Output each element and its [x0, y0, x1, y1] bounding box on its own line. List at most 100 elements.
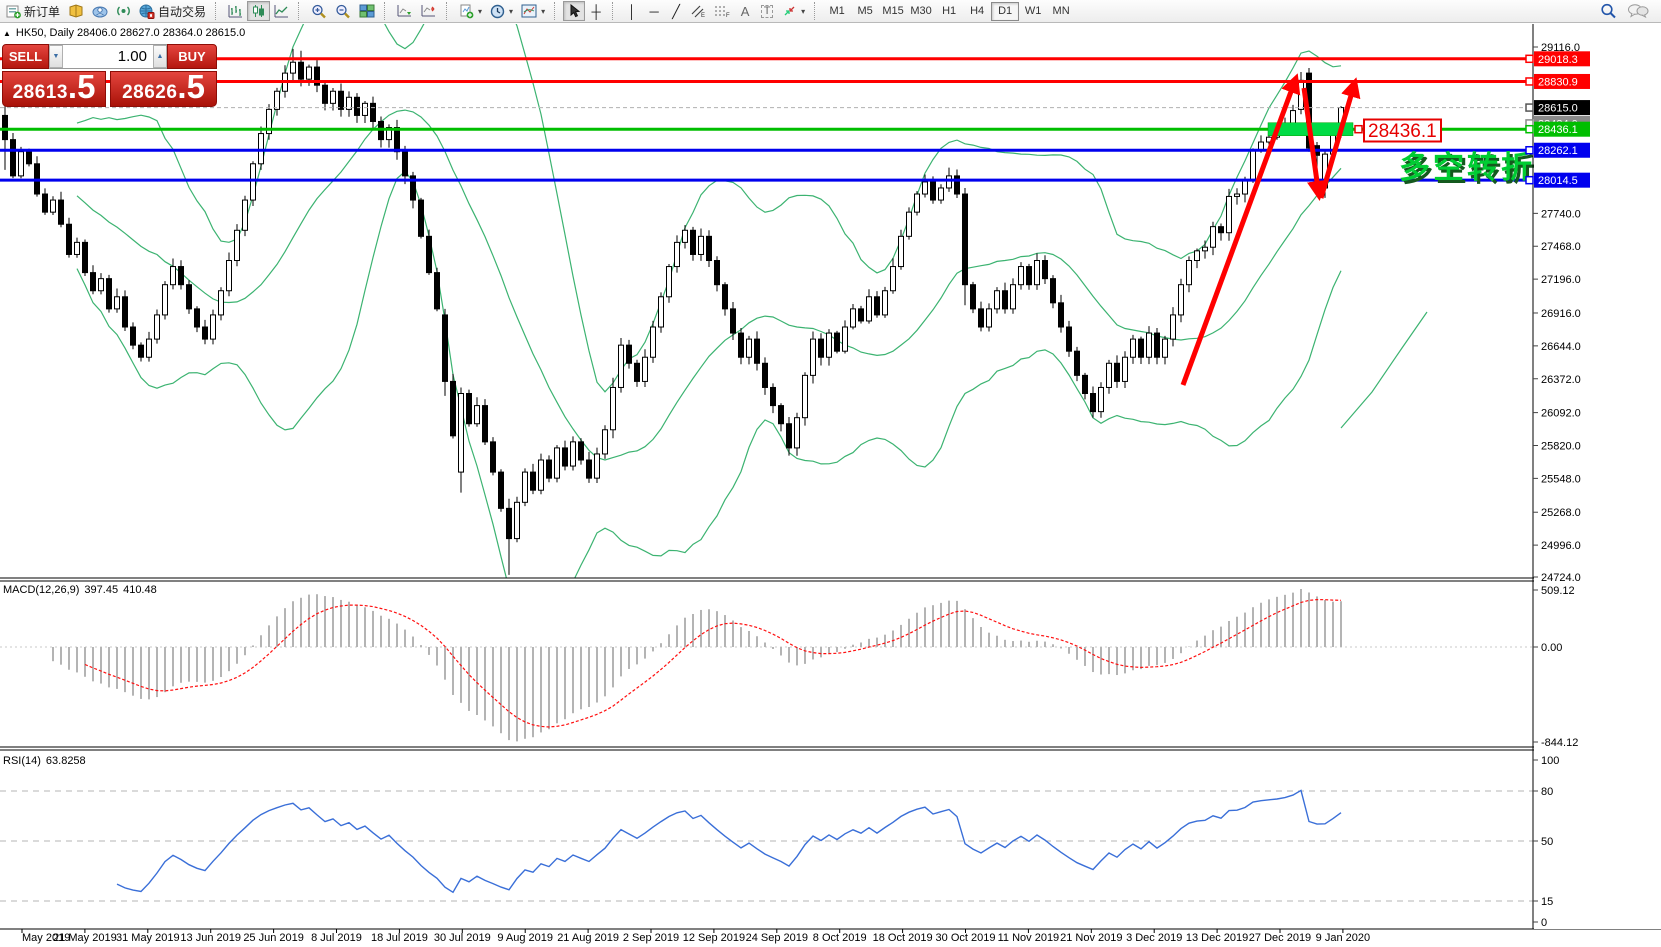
market-watch-button[interactable] [64, 1, 88, 21]
arrows-tool-button[interactable]: ▾ [778, 1, 809, 21]
candle-body [610, 386, 616, 431]
candle-body [746, 338, 752, 358]
crosshair-tool-button[interactable]: ┼ [585, 1, 607, 21]
candle-body [786, 423, 792, 449]
candle-body [506, 507, 512, 540]
timeframe-w1-button[interactable]: W1 [1019, 2, 1047, 21]
tile-windows-button[interactable] [355, 1, 379, 21]
date-label: 30 Oct 2019 [936, 932, 996, 944]
trendline-tool-button[interactable]: ╱ [665, 1, 687, 21]
candle-body [1090, 393, 1096, 413]
candle-body [410, 175, 416, 201]
candle-body [362, 102, 368, 116]
text-label-tool-button[interactable]: T [756, 1, 778, 21]
buy-button[interactable]: BUY [167, 44, 217, 69]
search-icon[interactable] [1600, 3, 1617, 19]
vertical-line-tool-button[interactable]: │ [621, 1, 643, 21]
cursor-tool-button[interactable] [563, 1, 586, 21]
hline-badge-bg [1534, 51, 1590, 67]
hline-badge-text: 28262.1 [1538, 145, 1578, 157]
candle-body [938, 187, 944, 201]
candle-body [74, 241, 80, 255]
rsi-panel [0, 789, 1533, 902]
zoom-in-button[interactable] [307, 1, 331, 21]
timeframe-h1-button[interactable]: H1 [935, 2, 963, 21]
date-label: 30 Jul 2019 [434, 932, 491, 944]
sell-price-display[interactable]: 28613 .5 [2, 70, 106, 107]
rsi-value: 63.8258 [45, 755, 86, 767]
date-label: 18 Oct 2019 [873, 932, 933, 944]
candle-body [538, 459, 544, 491]
date-label: 18 Jul 2019 [371, 932, 428, 944]
candle-body [162, 284, 168, 316]
arrows-dropdown-arrow[interactable]: ▾ [801, 6, 806, 16]
chart-shift-button[interactable] [417, 1, 441, 21]
candle-body [618, 344, 624, 388]
candle-body [322, 84, 328, 104]
buy-price-frac: .5 [177, 68, 205, 105]
candle-body [82, 241, 88, 274]
buy-price-display[interactable]: 28626 .5 [110, 68, 217, 107]
bollinger-lower-band [76, 170, 1342, 578]
timeframe-m5-label: M5 [857, 5, 873, 17]
date-label: 24 Sep 2019 [746, 932, 808, 944]
candle-body [482, 405, 488, 443]
volume-stepper: ▼ 1.00 ▲ [49, 44, 167, 69]
volume-decrease-button[interactable]: ▼ [49, 45, 63, 68]
candle-body [690, 229, 696, 255]
candle-body [466, 393, 472, 425]
volume-increase-button[interactable]: ▲ [153, 45, 167, 68]
date-label: May 2019 [22, 932, 70, 944]
bar-chart-mode-button[interactable] [224, 1, 247, 21]
line-chart-icon [274, 5, 289, 18]
candle-body [314, 66, 320, 86]
candlestick-mode-button[interactable] [247, 1, 271, 21]
book-icon [69, 4, 83, 18]
text-tool-button[interactable]: A [734, 1, 756, 21]
crosshair-icon: ┼ [591, 3, 601, 19]
periods-dropdown-arrow[interactable]: ▾ [509, 6, 514, 16]
channel-tool-button[interactable]: E [687, 1, 710, 21]
candle-body [562, 447, 568, 467]
horizontal-line-tool-button[interactable]: ─ [643, 1, 665, 21]
templates-button[interactable]: ▾ [517, 1, 549, 21]
signals-button[interactable] [112, 1, 135, 21]
timeframe-h4-button[interactable]: H4 [963, 2, 991, 21]
zoom-out-button[interactable] [331, 1, 355, 21]
timeframe-m1-label: M1 [829, 5, 845, 17]
volume-value[interactable]: 1.00 [117, 48, 147, 65]
chat-icon[interactable] [1627, 3, 1649, 19]
price-tick-label: 26916.0 [1541, 308, 1581, 320]
periods-button[interactable]: ▾ [486, 1, 517, 21]
sell-button[interactable]: SELL [2, 44, 49, 69]
timeframe-m30-label: M30 [910, 5, 932, 17]
candle-body [946, 175, 952, 189]
candle-body [1066, 326, 1072, 352]
timeframe-m5-button[interactable]: M5 [851, 2, 879, 21]
candle-body [426, 235, 432, 274]
candles-layer [2, 48, 1344, 575]
timeframe-m15-button[interactable]: M15 [879, 2, 907, 21]
new-order-button[interactable]: 新订单 [2, 1, 64, 21]
indicators-dropdown-arrow[interactable]: ▾ [478, 6, 483, 16]
fibonacci-tool-button[interactable]: F [710, 1, 734, 21]
candle-body [1210, 226, 1216, 248]
autotrading-button[interactable]: 自动交易 [135, 1, 210, 21]
candle-body [954, 175, 960, 195]
auto-scroll-button[interactable] [393, 1, 417, 21]
timeframe-d1-button[interactable]: D1 [991, 1, 1020, 21]
timeframe-m30-button[interactable]: M30 [907, 2, 935, 21]
line-chart-mode-button[interactable] [270, 1, 293, 21]
text-label-icon: T [760, 4, 774, 18]
candle-body [210, 314, 216, 340]
timeframe-m1-button[interactable]: M1 [823, 2, 851, 21]
candle-body [1138, 338, 1144, 358]
timeframe-mn-button[interactable]: MN [1047, 2, 1075, 21]
indicators-button[interactable]: ▾ [455, 1, 486, 21]
signal-icon [117, 6, 130, 16]
price-tick-label: 24996.0 [1541, 540, 1581, 552]
date-label: 27 Dec 2019 [1249, 932, 1311, 944]
templates-dropdown-arrow[interactable]: ▾ [541, 6, 546, 16]
data-window-button[interactable] [88, 1, 112, 21]
